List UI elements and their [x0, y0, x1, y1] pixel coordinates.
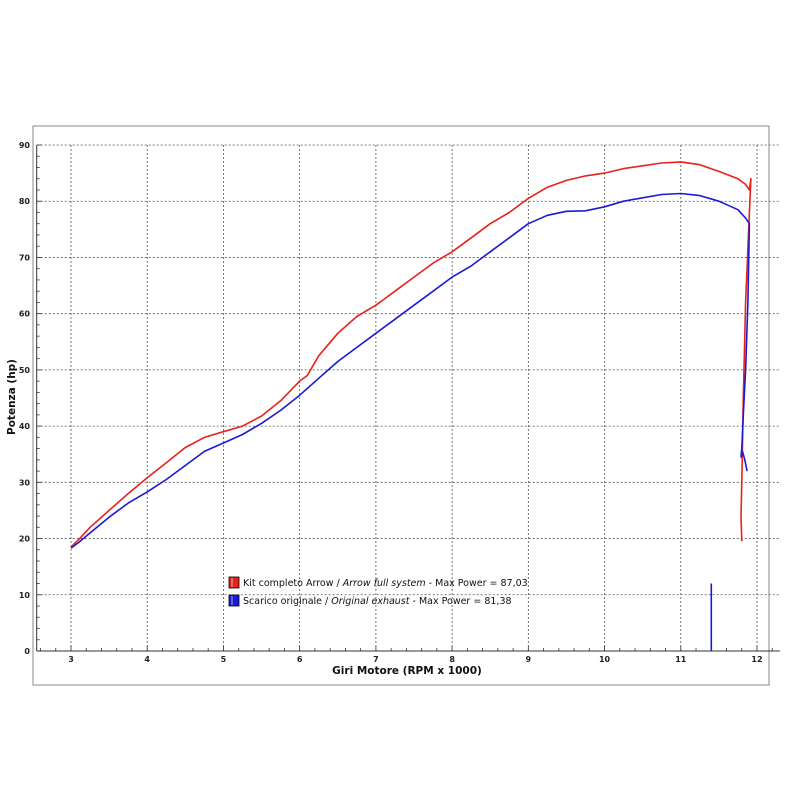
x-tick-label: 3 [68, 655, 74, 664]
x-tick-label: 5 [221, 655, 227, 664]
legend-swatch [228, 594, 240, 607]
y-axis-title: Potenza (hp) [6, 359, 18, 435]
x-tick-label: 11 [675, 655, 687, 664]
series-line-0 [70, 161, 752, 548]
x-tick-label: 4 [144, 655, 150, 664]
y-tick-label: 50 [19, 366, 31, 375]
y-tick-label: 70 [19, 253, 31, 262]
axis-ticks: 0 10 20 30 40 50 60 70 80 90 3 4 5 6 7 8 9 10 11 12 [19, 141, 780, 664]
x-tick-label: 12 [751, 655, 762, 664]
y-tick-label: 40 [19, 422, 31, 431]
y-tick-label: 80 [19, 197, 31, 206]
legend-entry: Scarico originale / Original exhaust - M… [243, 596, 512, 607]
grid [36, 144, 780, 651]
x-tick-label: 7 [373, 655, 379, 664]
x-axis-title: Giri Motore (RPM x 1000) [332, 665, 482, 677]
y-tick-label: 0 [24, 647, 30, 656]
series-layer [70, 161, 752, 651]
x-tick-label: 8 [449, 655, 455, 664]
y-tick-label: 30 [19, 478, 31, 487]
legend-entry: Kit completo Arrow / Arrow full system -… [243, 578, 528, 589]
y-tick-label: 90 [19, 141, 31, 150]
x-tick-label: 10 [599, 655, 611, 664]
x-tick-label: 9 [526, 655, 532, 664]
y-tick-label: 60 [19, 310, 31, 319]
y-tick-label: 10 [19, 591, 31, 600]
y-tick-label: 20 [19, 535, 31, 544]
legend: Kit completo Arrow / Arrow full system -… [228, 576, 528, 607]
x-tick-label: 6 [297, 655, 303, 664]
legend-swatch [228, 576, 240, 589]
series-line-1 [70, 192, 751, 549]
chart-border [32, 125, 770, 686]
